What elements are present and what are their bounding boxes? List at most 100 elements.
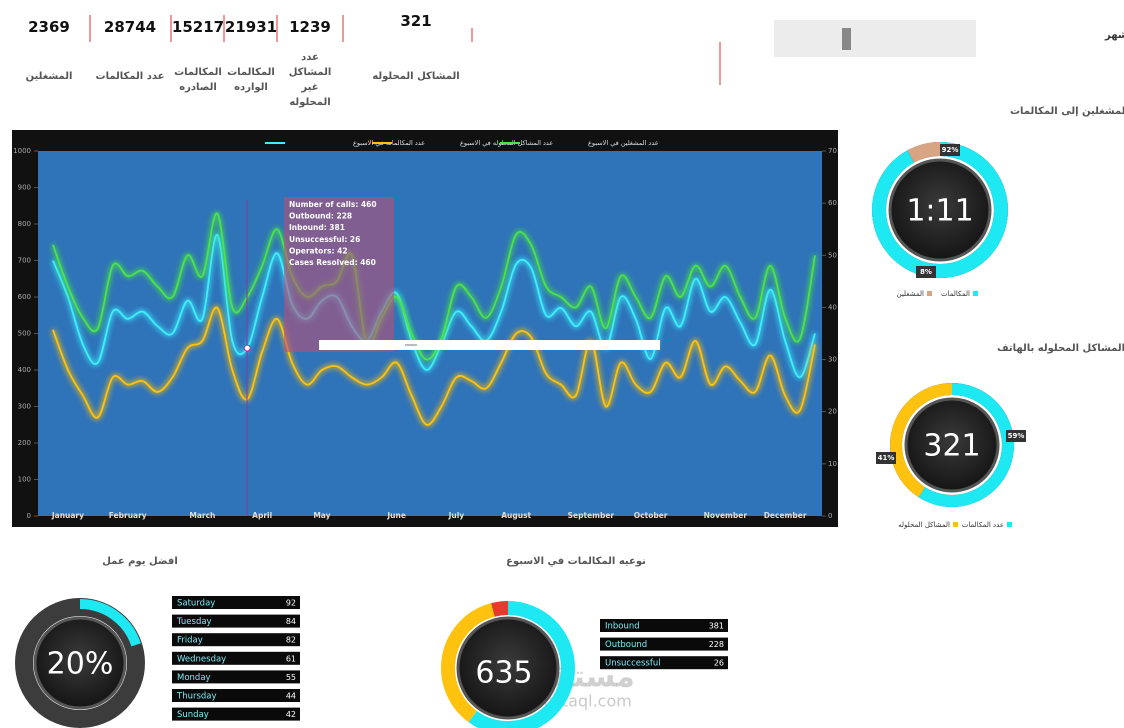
- day-name: Tuesday: [176, 617, 212, 627]
- day-name: Sunday: [177, 710, 209, 720]
- x-tick-label: August: [501, 511, 531, 520]
- table-row: [172, 670, 300, 684]
- legend-label: المشغلين: [896, 290, 924, 298]
- kpi-label: المكالمات الصادره: [174, 67, 222, 93]
- chart-title: نوعيه المكالمات في الاسبوع: [506, 556, 646, 567]
- y2-tick-label: 70: [828, 147, 837, 155]
- y-tick-label: 400: [18, 366, 31, 374]
- tooltip-line: Inbound: 381: [289, 223, 345, 232]
- y2-tick-label: 20: [828, 408, 837, 416]
- type-name: Outbound: [605, 640, 647, 650]
- scrollbar[interactable]: [319, 340, 660, 350]
- kpi-label: عدد المشاكل غير المحلوله: [288, 52, 332, 108]
- x-tick-label: October: [634, 511, 668, 520]
- day-value: 61: [286, 654, 296, 663]
- value-label: 59%: [1008, 432, 1025, 440]
- line-layer: [52, 212, 816, 426]
- x-tick-label: June: [386, 511, 406, 520]
- legend-label: المشاكل المحلوله: [898, 521, 950, 529]
- value-label-box: [916, 266, 936, 278]
- x-tick-label: September: [568, 511, 615, 520]
- donut-hub: [33, 616, 127, 710]
- hover-marker: [243, 344, 251, 352]
- legend-swatch: [973, 291, 978, 296]
- y-tick-label: 900: [18, 184, 31, 192]
- x-tick-label: April: [252, 511, 272, 520]
- tooltip-box: [284, 197, 394, 352]
- value-label-box: [876, 452, 896, 464]
- table-row: [172, 689, 300, 702]
- day-value: 42: [286, 710, 296, 719]
- kpi-value: 2369: [28, 18, 70, 36]
- kpi-value: 321: [400, 12, 432, 30]
- series-line: [52, 234, 816, 379]
- y-tick-label: 100: [18, 476, 31, 484]
- foreground: مستقلmostaql.com010020030040050060070080…: [13, 106, 1124, 728]
- donut-segment: [441, 601, 575, 728]
- kpi-label: المشغلين: [25, 71, 73, 82]
- y2-tick-label: 30: [828, 356, 837, 364]
- legend-swatch: [927, 291, 932, 296]
- legend-swatch: [953, 522, 958, 527]
- x-tick-label: January: [51, 511, 84, 520]
- tooltip-line: Number of calls: 460: [289, 200, 377, 209]
- x-tick-label: February: [109, 511, 147, 520]
- chart-title: المشاكل المحلوله بالهاتف: [997, 343, 1124, 354]
- selector-handle[interactable]: [842, 28, 851, 50]
- y-tick-label: 200: [18, 439, 31, 447]
- x-tick-label: December: [764, 511, 807, 520]
- x-tick-label: March: [189, 511, 215, 520]
- x-tick-label: July: [448, 511, 465, 520]
- tooltip-line: Unsuccessful: 26: [289, 235, 360, 244]
- kpi-label: المكالمات الوارده: [227, 67, 275, 93]
- y-tick-label: 300: [18, 403, 31, 411]
- y2-tick-label: 50: [828, 251, 837, 259]
- type-value: 26: [714, 659, 724, 668]
- value-label-box: [1006, 430, 1026, 442]
- day-value: 84: [286, 617, 296, 626]
- table-row: [172, 614, 300, 628]
- type-value: 381: [709, 622, 724, 631]
- y2-tick-label: 40: [828, 303, 837, 311]
- table-row: [172, 633, 300, 647]
- table-row: [600, 619, 728, 632]
- tooltip-line: Operators: 42: [289, 246, 348, 255]
- center-label: 1:11: [906, 194, 973, 229]
- table-row: [600, 637, 728, 651]
- y2-tick-label: 60: [828, 199, 837, 207]
- day-name: Monday: [177, 673, 211, 683]
- day-name: Saturday: [177, 599, 215, 609]
- table-row: [600, 656, 728, 670]
- y-tick-label: 500: [18, 330, 31, 338]
- donut-segment: [890, 383, 1014, 507]
- donut-hub: [904, 397, 1000, 493]
- day-value: 92: [286, 599, 296, 608]
- scroll-grip[interactable]: [405, 344, 417, 346]
- day-name: Thursday: [176, 692, 217, 702]
- center-label: 635: [475, 656, 532, 691]
- table-row: [172, 596, 300, 609]
- kpi-value: 1239: [289, 18, 331, 36]
- x-tick-label: November: [704, 511, 748, 520]
- x-tick-label: May: [313, 511, 330, 520]
- chart-title: افضل يوم عمل: [102, 556, 178, 567]
- value-label: 8%: [920, 268, 932, 276]
- series-line: [52, 306, 816, 426]
- tooltip-line: Cases Resolved: 460: [289, 258, 376, 267]
- gauge-arc: [16, 599, 144, 727]
- value-label: 92%: [942, 146, 959, 154]
- y2-tick-label: 10: [828, 460, 837, 468]
- y-tick-label: 1000: [13, 147, 31, 155]
- day-value: 44: [286, 692, 296, 701]
- kpi-value: 28744: [103, 18, 157, 36]
- kpi-label: عدد المكالمات: [95, 71, 165, 82]
- day-value: 82: [286, 636, 296, 645]
- day-name: Friday: [177, 636, 203, 646]
- legend-label: عدد المشغلين في الاسبوع: [588, 139, 659, 147]
- type-name: Unsuccessful: [605, 659, 661, 669]
- month-selector[interactable]: [774, 20, 976, 57]
- series-line: [52, 212, 816, 361]
- legend-label: عدد المكالمات: [962, 521, 1004, 529]
